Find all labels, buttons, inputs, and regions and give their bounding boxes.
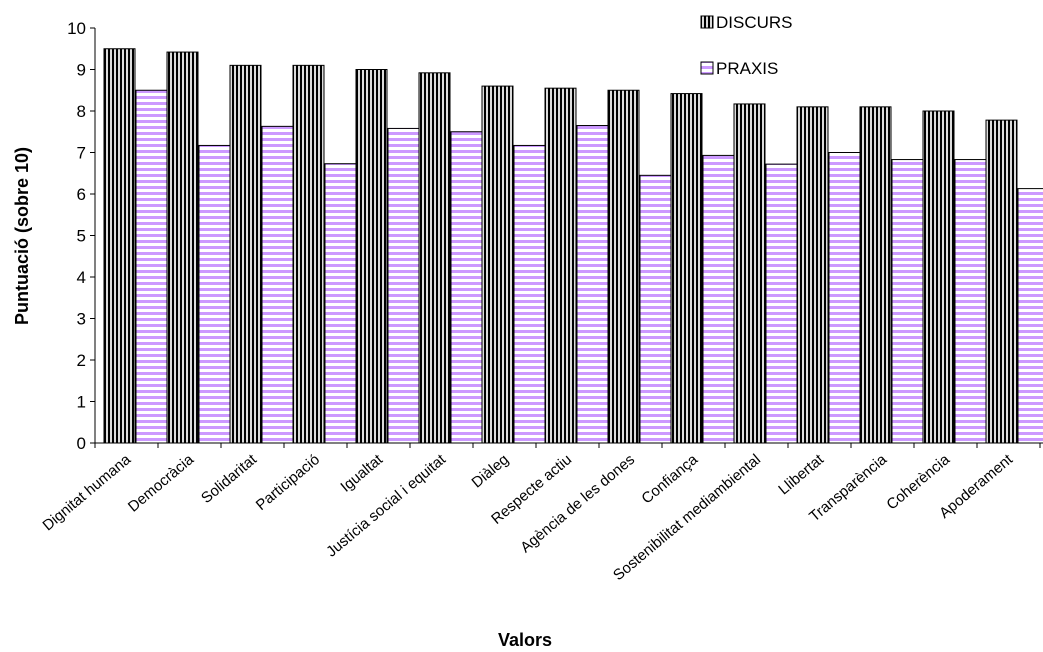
bar-praxis-sostenibilitat-mediambiental [765,163,798,444]
bar-discurs-agencia-de-les-dones [607,89,640,444]
bar-discurs-democracia [166,51,199,444]
bar-discurs-dialeg [481,85,514,444]
legend: DISCURS PRAXIS [700,13,793,78]
bar-praxis-dignitat-humana [135,89,168,444]
y-tick-label: 1 [77,393,86,412]
bar-praxis-igualtat [387,127,420,444]
bars-layer [103,48,1043,444]
y-tick-label: 3 [77,310,86,329]
x-tick-label-justicia-social-i-equitat: Justícia social i equitat [323,451,450,561]
y-axis-title: Puntuació (sobre 10) [12,147,32,325]
x-axis-title: Valors [498,630,552,650]
x-tick-label-dignitat-humana: Dignitat humana [39,451,134,535]
y-tick-label: 0 [77,434,86,453]
bar-praxis-agencia-de-les-dones [639,174,672,444]
y-tick-label: 5 [77,227,86,246]
legend-swatch-praxis [700,61,714,75]
bar-discurs-sostenibilitat-mediambiental [733,103,766,444]
x-tick-label-dialeg: Diàleg [469,451,513,491]
bar-discurs-igualtat [355,69,388,444]
y-tick-label: 7 [77,144,86,163]
y-tick-label: 8 [77,102,86,121]
bar-discurs-apoderament [985,119,1018,444]
y-tick-label: 2 [77,351,86,370]
bar-praxis-solidaritat [261,125,294,444]
bar-praxis-apoderament [1017,188,1043,444]
x-tick-label-democracia: Democràcia [125,451,198,516]
bar-praxis-participacio [324,163,357,444]
legend-swatch-discurs [700,15,714,29]
bar-praxis-respecte-actiu [576,125,609,444]
x-tick-label-participacio: Participació [253,451,323,514]
bar-praxis-llibertat [828,152,861,444]
y-tick-label: 6 [77,185,86,204]
x-tick-label-confianca: Confiança [638,451,701,508]
y-ticks: 0 1 2 3 4 5 6 7 8 9 10 [67,19,95,453]
bar-praxis-confianca [702,154,735,444]
bar-praxis-coherencia [954,159,987,444]
bar-praxis-dialeg [513,144,546,444]
bar-praxis-democracia [198,144,231,444]
bar-discurs-dignitat-humana [103,48,136,444]
bar-discurs-confianca [670,93,703,444]
y-tick-label: 9 [77,61,86,80]
bar-discurs-participacio [292,64,325,444]
bar-discurs-transparencia [859,106,892,444]
x-tick-label-agencia-de-les-dones: Agència de les dones [517,451,638,556]
bar-discurs-coherencia [922,110,955,444]
legend-label-discurs: DISCURS [716,13,793,32]
bar-discurs-respecte-actiu [544,87,577,444]
bar-praxis-justicia-social-i-equitat [450,131,483,444]
legend-label-praxis: PRAXIS [716,59,778,78]
bar-discurs-llibertat [796,106,829,444]
y-tick-label: 10 [67,19,86,38]
x-tick-label-igualtat: Igualtat [337,451,386,496]
x-tick-label-llibertat: Llibertat [775,451,827,499]
bar-praxis-transparencia [891,159,924,444]
x-tick-label-solidaritat: Solidaritat [198,451,261,507]
bar-discurs-solidaritat [229,64,262,444]
y-tick-label: 4 [77,268,86,287]
bar-discurs-justicia-social-i-equitat [418,72,451,444]
